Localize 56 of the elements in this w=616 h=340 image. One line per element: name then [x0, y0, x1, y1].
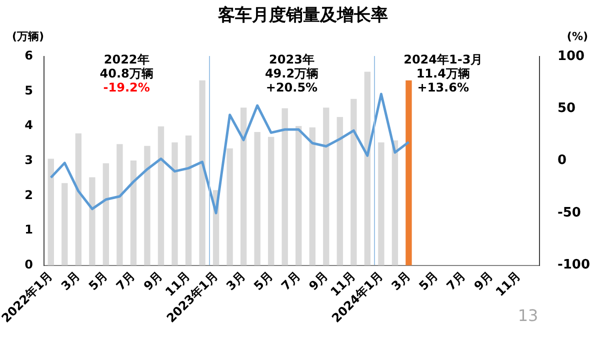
annotation: 2024年1-3月 11.4万辆 +13.6% — [404, 52, 483, 95]
text: 13 — [518, 306, 538, 326]
bar — [226, 148, 233, 266]
y2-tick-label: 0 — [557, 153, 567, 168]
bar — [378, 142, 384, 266]
bar — [130, 160, 137, 266]
x-tick-label: 3月 — [388, 268, 414, 294]
bar — [144, 146, 150, 266]
x-tick-label: 5月 — [86, 268, 110, 294]
y2-tick-label: 100 — [557, 48, 585, 64]
bar — [48, 158, 54, 266]
bar — [296, 126, 302, 266]
chart-title: 客车月度销量及增长率 — [217, 6, 388, 26]
y-tick-label: 0 — [24, 257, 34, 272]
bar — [240, 108, 247, 266]
x-tick-label: 7月 — [113, 268, 138, 294]
y-tick-label: 5 — [24, 83, 34, 98]
annotation: 2022年 40.8万辆 -19.2% — [100, 52, 154, 95]
bar — [89, 177, 96, 266]
x-tick-label: 9月 — [306, 268, 330, 294]
y-tick-label: 4 — [24, 118, 34, 132]
bar — [254, 132, 260, 266]
y-tick-label: 1 — [24, 222, 34, 237]
y2-axis-title: (%) — [566, 30, 588, 43]
bar — [199, 80, 206, 266]
bar — [336, 116, 344, 266]
bar — [309, 127, 316, 266]
bar — [158, 126, 164, 266]
annotation: 2023年 49.2万辆 +20.5% — [264, 52, 319, 95]
bar — [102, 163, 110, 266]
bar — [185, 135, 192, 266]
y-tick-label: 6 — [24, 48, 34, 63]
x-tick-label: 7月 — [444, 268, 468, 294]
bar — [116, 144, 123, 266]
bar — [172, 142, 178, 266]
y2-tick-label: -100 — [557, 258, 590, 273]
bar — [350, 98, 357, 266]
bar — [282, 108, 288, 266]
y-tick-label: 3 — [24, 152, 34, 167]
x-tick-label: 7月 — [278, 268, 303, 294]
bar — [268, 136, 274, 266]
bar — [364, 72, 371, 266]
x-tick-label: 3月 — [58, 268, 83, 294]
bar — [406, 80, 412, 266]
x-tick-label: 9月 — [141, 268, 166, 294]
y-axis-title: (万辆) — [12, 30, 44, 43]
x-tick-label: 5月 — [416, 268, 441, 294]
y2-tick-label: -50 — [557, 205, 581, 220]
y-tick-label: 2 — [24, 188, 34, 202]
bar — [62, 183, 68, 266]
x-tick-label: 5月 — [251, 268, 276, 294]
bar — [392, 140, 398, 266]
y2-tick-label: 50 — [557, 101, 576, 116]
bar — [323, 108, 330, 266]
bar — [75, 133, 82, 266]
x-tick-label: 3月 — [224, 268, 248, 294]
